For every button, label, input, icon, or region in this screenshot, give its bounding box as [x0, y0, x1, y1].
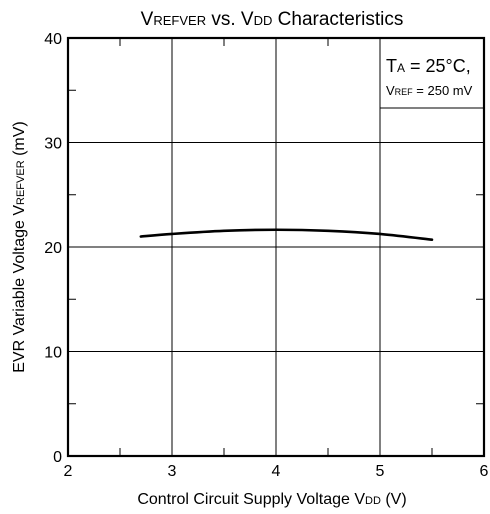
y-tick-label: 10 [44, 345, 62, 362]
x-tick-label: 3 [168, 463, 177, 480]
annotation-vref: VREF = 250 mV [386, 83, 473, 98]
x-tick-label: 2 [64, 463, 73, 480]
annotation-background [380, 39, 483, 108]
annotation-temperature: TA = 25°C, [386, 56, 471, 76]
x-tick-labels: 2 3 4 5 6 [64, 463, 489, 480]
x-tick-label: 5 [376, 463, 385, 480]
y-tick-labels: 0 10 20 30 40 [44, 31, 62, 466]
x-tick-label: 4 [272, 463, 281, 480]
series-line [139, 228, 434, 241]
annotation-box: TA = 25°C, VREF = 250 mV [379, 38, 484, 109]
x-axis-label: Control Circuit Supply Voltage VDD (V) [137, 491, 406, 508]
series-layer [139, 228, 434, 241]
y-tick-label: 0 [53, 449, 62, 466]
y-tick-label: 40 [44, 31, 62, 48]
y-axis-label: EVR Variable Voltage VREFVER (mV) [11, 121, 28, 373]
chart-title: VREFVER vs. VDD Characteristics [141, 9, 404, 30]
plot-frame [66, 36, 486, 458]
x-tick-label: 6 [480, 463, 489, 480]
y-tick-label: 20 [44, 240, 62, 257]
y-tick-label: 30 [44, 136, 62, 153]
